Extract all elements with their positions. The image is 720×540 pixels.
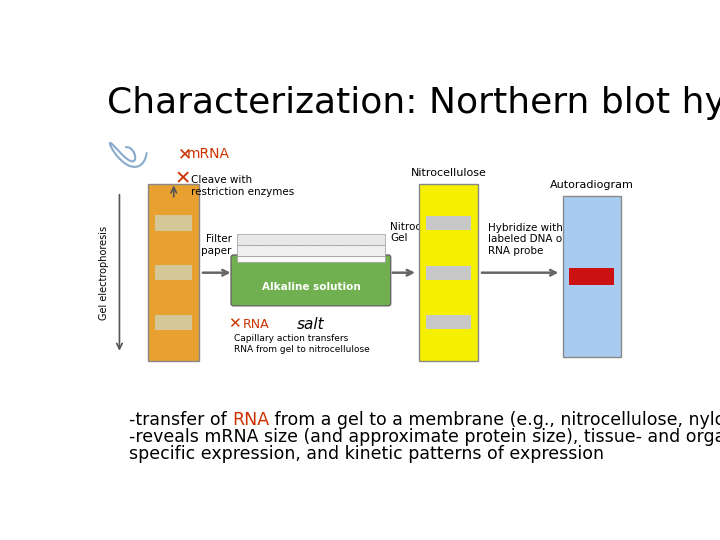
Text: Nitrocellulose: Nitrocellulose	[410, 168, 487, 178]
Text: ✕: ✕	[228, 316, 240, 331]
Bar	[563, 195, 621, 357]
Text: RNA: RNA	[243, 318, 269, 331]
Bar	[570, 268, 614, 285]
Bar	[155, 215, 192, 231]
Bar	[419, 184, 477, 361]
Text: Nitrocellulose
Gel: Nitrocellulose Gel	[390, 222, 462, 244]
Text: Cleave with
restriction enzymes: Cleave with restriction enzymes	[191, 175, 294, 197]
Text: specific expression, and kinetic patterns of expression: specific expression, and kinetic pattern…	[129, 445, 604, 463]
Text: mRNA: mRNA	[187, 147, 230, 161]
Bar	[155, 315, 192, 330]
Text: RNA: RNA	[232, 411, 269, 429]
Text: -reveals mRNA size (and approximate protein size), tissue- and organ-: -reveals mRNA size (and approximate prot…	[129, 428, 720, 446]
Text: -transfer of: -transfer of	[129, 411, 232, 429]
Text: ✕: ✕	[178, 145, 192, 163]
Text: ✕: ✕	[175, 169, 192, 188]
Text: salt: salt	[297, 318, 325, 332]
Bar	[238, 256, 384, 262]
Text: Autoradiogram: Autoradiogram	[550, 179, 634, 190]
Bar	[155, 265, 192, 280]
Text: Characterization: Northern blot hybridization: Characterization: Northern blot hybridiz…	[107, 86, 720, 120]
FancyBboxPatch shape	[231, 255, 391, 306]
Text: from a gel to a membrane (e.g., nitrocellulose, nylon): from a gel to a membrane (e.g., nitrocel…	[269, 411, 720, 429]
Bar	[426, 266, 471, 280]
Bar	[148, 184, 199, 361]
Text: Alkaline solution: Alkaline solution	[261, 281, 360, 292]
Bar	[238, 245, 384, 256]
Text: Capillary action transfers
RNA from gel to nitrocellulose: Capillary action transfers RNA from gel …	[234, 334, 370, 354]
Bar	[238, 234, 384, 245]
Text: Hybridize with
labeled DNA or
RNA probe: Hybridize with labeled DNA or RNA probe	[488, 222, 567, 256]
Text: Filter
paper: Filter paper	[202, 234, 232, 256]
Bar	[426, 315, 471, 329]
Text: Gel electrophoresis: Gel electrophoresis	[99, 226, 109, 320]
Bar	[426, 216, 471, 230]
